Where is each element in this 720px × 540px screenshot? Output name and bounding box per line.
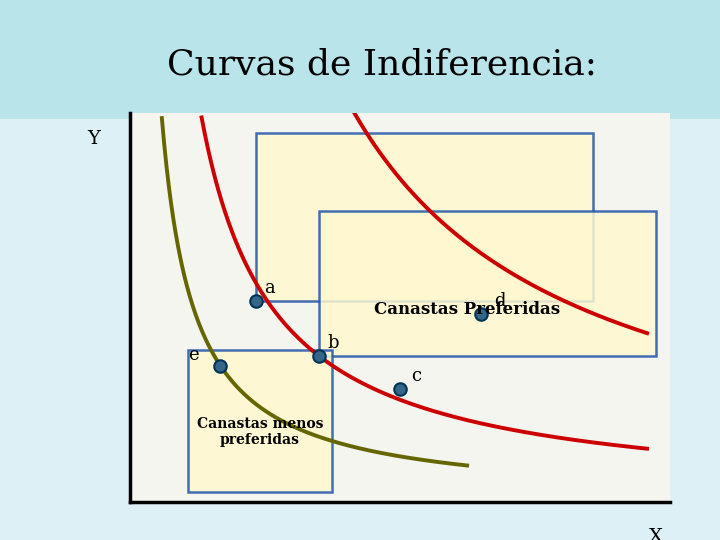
Bar	[318, 211, 656, 356]
Text: Canastas menos
preferidas: Canastas menos preferidas	[197, 417, 323, 447]
Text: Canastas Preferidas: Canastas Preferidas	[374, 301, 560, 318]
Text: a: a	[264, 279, 275, 297]
Text: X: X	[649, 528, 663, 540]
Text: b: b	[328, 334, 339, 352]
Text: Curvas de Indiferencia:: Curvas de Indiferencia:	[166, 48, 597, 82]
Bar	[256, 133, 593, 301]
Text: c: c	[411, 367, 421, 384]
Text: Y: Y	[87, 130, 100, 147]
Text: e: e	[188, 346, 199, 363]
Bar	[188, 350, 332, 492]
Text: d: d	[494, 292, 505, 310]
